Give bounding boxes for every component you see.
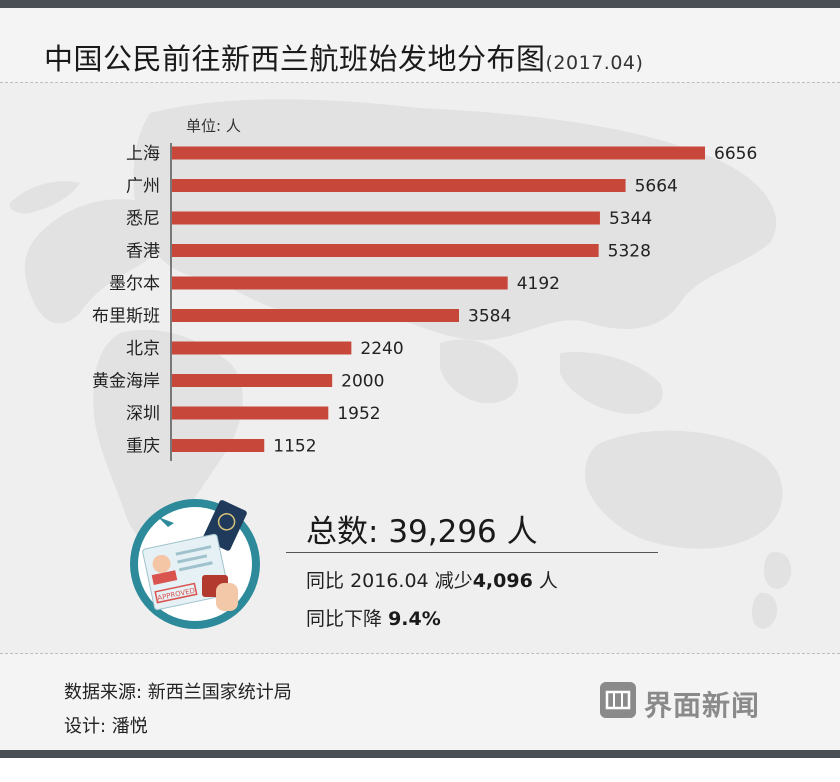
bar-4 [172, 244, 599, 257]
bottom-strip [0, 758, 840, 782]
category-label: 黄金海岸 [92, 372, 160, 392]
passport-visa-icon: APPROVED [130, 499, 260, 629]
category-label: 广州 [126, 177, 160, 197]
category-label: 深圳 [126, 404, 160, 424]
data-source: 数据来源: 新西兰国家统计局 [64, 682, 292, 703]
category-label: 香港 [126, 242, 160, 262]
bar-6 [172, 309, 459, 322]
stats-divider [286, 552, 658, 553]
value-label: 5328 [608, 242, 651, 262]
yoy-prefix: 同比 [306, 570, 345, 592]
unit-label: 单位: 人 [186, 117, 241, 135]
yoy-period: 2016.04 [350, 570, 429, 592]
designer-credit: 设计: 潘悦 [64, 716, 148, 737]
yoy-change-word: 减少 [434, 570, 473, 592]
jiemian-logo: 界面新闻 [600, 680, 790, 724]
total-unit: 人 [506, 514, 538, 550]
title-date: (2017.04) [545, 52, 644, 74]
value-label: 6656 [714, 144, 757, 164]
category-label: 布里斯班 [92, 307, 160, 327]
page-title: 中国公民前往新西兰航班始发地分布图(2017.04) [44, 36, 643, 78]
logo-text: 界面新闻 [644, 689, 761, 722]
bar-2 [172, 179, 626, 192]
value-label: 5664 [635, 177, 678, 197]
total-label: 总数: [306, 514, 379, 550]
total-value: 39,296 [388, 514, 497, 550]
total-line: 总数: 39,296 人 [306, 506, 538, 551]
title-text: 中国公民前往新西兰航班始发地分布图 [44, 42, 546, 76]
bar-9 [172, 406, 329, 420]
category-label: 墨尔本 [109, 274, 160, 294]
category-label: 上海 [126, 144, 160, 164]
value-label: 2240 [360, 339, 403, 359]
value-label: 3584 [468, 307, 511, 327]
value-label: 5344 [609, 209, 652, 229]
title-row: 中国公民前往新西兰航班始发地分布图(2017.04) [0, 8, 840, 83]
bar-5 [172, 276, 508, 290]
category-label: 北京 [126, 339, 160, 359]
bottom-frame-bar [0, 750, 840, 758]
category-label: 悉尼 [126, 209, 160, 229]
bar-7 [172, 341, 352, 355]
value-label: 1952 [337, 404, 380, 424]
pct-line: 同比下降 9.4% [306, 604, 441, 631]
bar-1 [172, 146, 705, 160]
yoy-line: 同比 2016.04 减少4,096 人 [306, 566, 558, 593]
yoy-change-value: 4,096 [472, 570, 533, 592]
pct-label: 同比下降 [306, 608, 383, 630]
value-label: 1152 [273, 437, 316, 457]
top-frame-bar [0, 0, 840, 8]
bar-10 [172, 439, 265, 452]
value-label: 2000 [341, 372, 384, 392]
value-label: 4192 [517, 274, 560, 294]
footer: 数据来源: 新西兰国家统计局 设计: 潘悦 [0, 653, 840, 751]
bars-group: 上海 6656 广州 5664 悉尼 5344 香港 5328 墨尔本 4192 布里斯班 3584 北… [92, 144, 757, 457]
bar-8 [172, 374, 333, 387]
pct-value: 9.4% [388, 608, 441, 630]
bar-chart: 单位: 人 上海 6656 广州 5664 悉尼 5344 香港 5328 墨尔本 4192 布里斯… [92, 117, 757, 461]
bar-3 [172, 211, 600, 225]
jiemian-logo-icon [600, 682, 636, 718]
yoy-change-unit: 人 [538, 570, 558, 592]
category-label: 重庆 [126, 437, 160, 457]
